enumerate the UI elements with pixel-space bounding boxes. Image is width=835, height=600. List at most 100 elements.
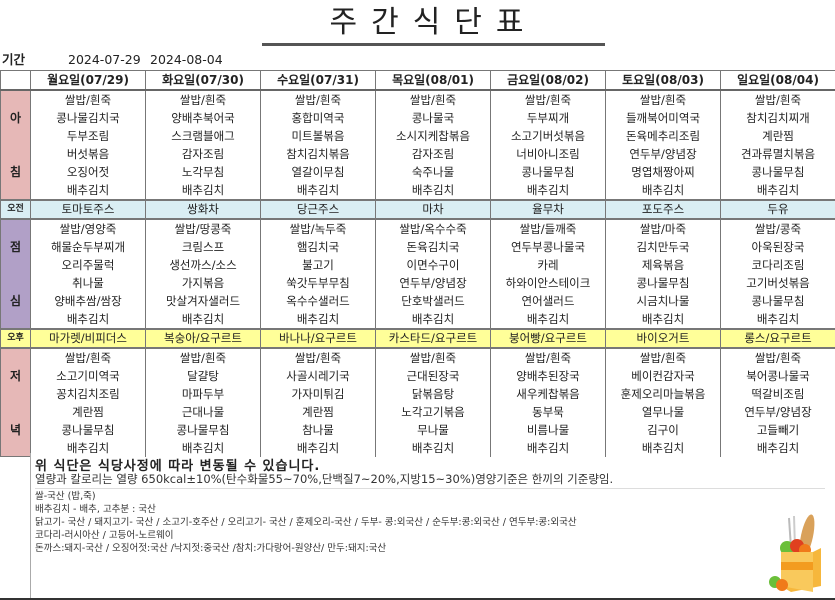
menu-item: 연두부/양념장	[744, 404, 812, 419]
menu-item: 양배추된장국	[516, 368, 580, 383]
menu-item: 하와이안스테이크	[505, 275, 591, 290]
menu-item: 들깨북어미역국	[625, 110, 701, 125]
pm-snack-cell: 바이오거트	[605, 327, 721, 349]
menu-item: 콩나물국	[411, 110, 455, 125]
menu-item: 콩나물무침	[751, 293, 805, 308]
menu-item: 쌀밥/흰죽	[524, 92, 572, 107]
menu-item: 쌀밥/흰죽	[179, 350, 227, 365]
dinner-cell: 쌀밥/흰죽 베이컨감자국 훈제오리마늘볶음 열무나물 김구이 배추김치	[605, 347, 721, 457]
menu-item: 배추김치	[296, 311, 340, 326]
menu-item: 쌀밥/흰죽	[179, 92, 227, 107]
menu-item: 오징어젓	[66, 164, 110, 179]
menu-item: 홍합미역국	[291, 110, 345, 125]
menu-item: 훈제오리마늘볶음	[620, 386, 706, 401]
menu-item: 고들빼기	[756, 422, 800, 437]
menu-item: 양배추북어국	[171, 110, 235, 125]
menu-item: 소고기미역국	[56, 368, 120, 383]
menu-item: 햄김치국	[296, 239, 340, 254]
day-header: 일요일(08/04)	[720, 70, 835, 91]
menu-item: 배추김치	[641, 311, 685, 326]
dinner-cell: 쌀밥/흰죽 소고기미역국 꽁치김치조림 계란찜 콩나물무침 배추김치	[30, 347, 146, 457]
day-header: 토요일(08/03)	[605, 70, 721, 91]
menu-item: 크림스프	[181, 239, 225, 254]
menu-item: 떡갈비조림	[751, 386, 805, 401]
menu-item: 쌀밥/흰죽	[409, 92, 457, 107]
menu-item: 카레	[537, 257, 559, 272]
menu-item: 쌀밥/흰죽	[524, 350, 572, 365]
menu-item: 배추김치	[526, 440, 570, 455]
menu-item: 콩나물무침	[636, 275, 690, 290]
period-row: 기간 2024-07-29 2024-08-04	[0, 50, 835, 70]
menu-item: 배추김치	[411, 440, 455, 455]
origin-info: 쌀-국산 (밥,죽) 배추김치 - 배추, 고추분 : 국산 닭고기- 국산 /…	[35, 488, 825, 555]
menu-item: 감자조림	[411, 146, 455, 161]
breakfast-cell: 쌀밥/흰죽 홍합미역국 미트볼볶음 참치김치볶음 열갈이무침 배추김치	[260, 89, 376, 200]
menu-item: 열갈이무침	[291, 164, 345, 179]
origin-line: 배추김치 - 배추, 고추분 : 국산	[35, 504, 156, 515]
menu-item: 열무나물	[641, 404, 685, 419]
corner-cell	[0, 70, 31, 91]
menu-item: 소고기버섯볶음	[510, 128, 586, 143]
menu-item: 배추김치	[756, 440, 800, 455]
menu-item: 오리주물럭	[61, 257, 115, 272]
menu-item: 김구이	[647, 422, 679, 437]
menu-item: 배추김치	[181, 311, 225, 326]
menu-item: 계란찜	[302, 404, 334, 419]
breakfast-cell: 쌀밥/흰죽 두부찌개 소고기버섯볶음 너비아니조림 콩나물무침 배추김치	[490, 89, 606, 200]
label-char: 저	[9, 368, 22, 383]
menu-item: 연두부콩나물국	[510, 239, 586, 254]
dinner-cell: 쌀밥/흰죽 근대된장국 닭볶음탕 노각고기볶음 무나물 배추김치	[375, 347, 491, 457]
menu-item: 명엽채짱아찌	[631, 164, 695, 179]
menu-item: 연두부/양념장	[629, 146, 697, 161]
origin-line: 쌀-국산 (밥,죽)	[35, 491, 96, 502]
menu-item: 쌀밥/영양죽	[59, 221, 117, 236]
menu-item: 맛살겨자샐러드	[165, 293, 241, 308]
menu-item: 김치만두국	[636, 239, 690, 254]
dinner-cell: 쌀밥/흰죽 북어콩나물국 떡갈비조림 연두부/양념장 고들빼기 배추김치	[720, 347, 835, 457]
menu-item: 소시지케찹볶음	[395, 128, 471, 143]
dinner-cell: 쌀밥/흰죽 양배추된장국 새우케찹볶음 동부묵 비름나물 배추김치	[490, 347, 606, 457]
am-snack-cell: 당근주스	[260, 198, 376, 220]
label-char: 심	[9, 294, 22, 308]
menu-item: 무나물	[417, 422, 449, 437]
period-end: 2024-08-04	[150, 52, 223, 67]
menu-item: 고기버섯볶음	[746, 275, 810, 290]
menu-item: 코다리조림	[751, 257, 805, 272]
day-header: 금요일(08/02)	[490, 70, 606, 91]
pm-snack-cell: 롱스/요구르트	[720, 327, 835, 349]
menu-item: 참치김치찌개	[746, 110, 810, 125]
menu-item: 사골시레기국	[286, 368, 350, 383]
menu-item: 새우케찹볶음	[516, 386, 580, 401]
breakfast-cell: 쌀밥/흰죽 콩나물국 소시지케찹볶음 감자조림 숙주나물 배추김치	[375, 89, 491, 200]
menu-item: 콩나물무침	[176, 422, 230, 437]
menu-item: 쌀밥/흰죽	[639, 92, 687, 107]
day-header: 목요일(08/01)	[375, 70, 491, 91]
menu-table: 월요일(07/29) 화요일(07/30) 수요일(07/31) 목요일(08/01)…	[0, 70, 835, 457]
menu-item: 계란찜	[762, 128, 794, 143]
menu-item: 쌀밥/땅콩죽	[174, 221, 232, 236]
menu-item: 가자미튀김	[291, 386, 345, 401]
am-snack-cell: 토마토주스	[30, 198, 146, 220]
menu-item: 참나물	[302, 422, 334, 437]
menu-item: 배추김치	[181, 440, 225, 455]
menu-item: 해물순두부찌개	[50, 239, 126, 254]
menu-item: 배추김치	[526, 182, 570, 197]
menu-item: 가지볶음	[181, 275, 225, 290]
breakfast-cell: 쌀밥/흰죽 양배추북어국 스크램블애그 감자조림 노각무침 배추김치	[145, 89, 261, 200]
origin-line: 돈까스:돼지-국산 / 오징어젓:국산 /낙지젓:중국산 /참치:가다랑어-원양…	[35, 543, 387, 554]
pm-snack-cell: 마가렛/비피더스	[30, 327, 146, 349]
day-header-row: 월요일(07/29) 화요일(07/30) 수요일(07/31) 목요일(08/01)…	[0, 70, 835, 91]
breakfast-cell: 쌀밥/흰죽 들깨북어미역국 돈육메추리조림 연두부/양념장 명엽채짱아찌 배추김치	[605, 89, 721, 200]
menu-item: 배추김치	[756, 182, 800, 197]
menu-item: 견과류멸치볶음	[740, 146, 816, 161]
pm-snack-cell: 붕어빵/요구르트	[490, 327, 606, 349]
breakfast-cell: 쌀밥/흰죽 콩나물김치국 두부조림 버섯볶음 오징어젓 배추김치	[30, 89, 146, 200]
lunch-cell: 쌀밥/들깨죽 연두부콩나물국 카레 하와이안스테이크 연어샐러드 배추김치	[490, 218, 606, 329]
menu-item: 배추김치	[181, 182, 225, 197]
menu-item: 옥수수샐러드	[286, 293, 350, 308]
menu-item: 쌀밥/흰죽	[754, 350, 802, 365]
label-char: 아	[9, 111, 22, 125]
